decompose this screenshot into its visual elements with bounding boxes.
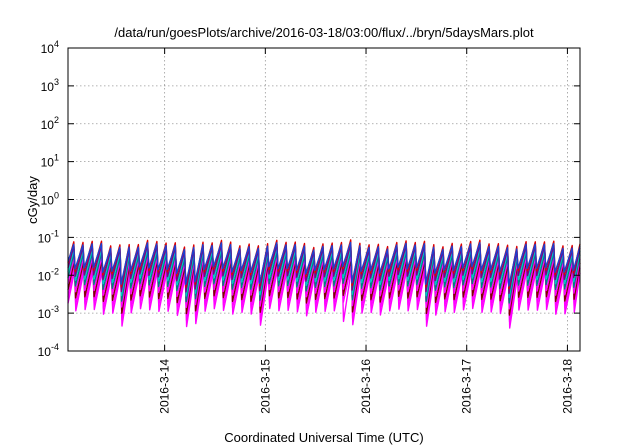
x-tick-label: 2016-3-15 [258, 359, 272, 414]
x-tick-label: 2016-3-17 [460, 359, 474, 414]
y-tick-label: 102 [41, 115, 59, 132]
y-axis-label: cGy/day [25, 176, 40, 224]
x-tick-label: 2016-3-14 [158, 359, 172, 414]
y-tick-label: 10-3 [38, 304, 59, 321]
axes: 104 103 102 101 100 10-1 10-2 10-3 10-4 2016-3-14… [38, 39, 580, 414]
y-tick-label: 10-2 [38, 266, 59, 283]
series-layer [67, 239, 581, 329]
y-tick-label: 10-1 [38, 228, 59, 245]
y-tick-label: 103 [41, 77, 59, 94]
x-tick-label: 2016-3-16 [359, 359, 373, 414]
y-tick-label: 101 [41, 153, 59, 170]
y-tick-label: 100 [41, 191, 59, 208]
grid [68, 48, 580, 351]
series-line [67, 241, 581, 287]
x-axis-label: Coordinated Universal Time (UTC) [224, 430, 423, 445]
y-tick-label: 10-4 [38, 342, 59, 359]
x-tick-label: 2016-3-18 [560, 359, 574, 414]
y-tick-label: 104 [41, 39, 59, 56]
chart-title: /data/run/goesPlots/archive/2016-03-18/0… [114, 25, 534, 40]
